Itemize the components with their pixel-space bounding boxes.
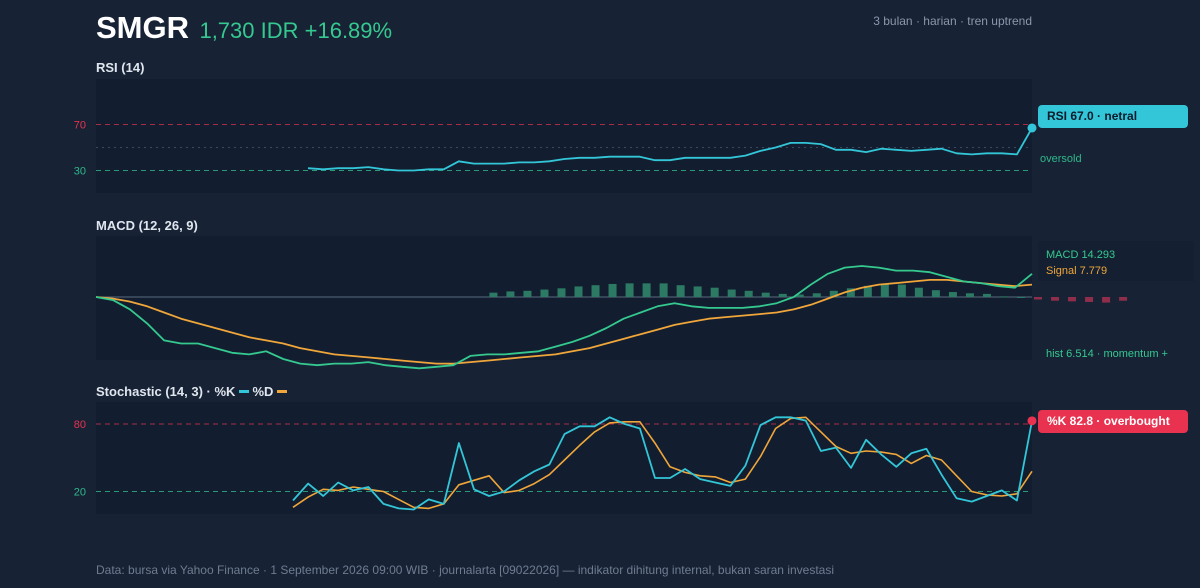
stoch-last-dot [1027,416,1037,426]
macd-panel-label: MACD (12, 26, 9) [96,218,198,233]
histogram-note: hist 6.514 · momentum + [1046,348,1168,360]
stoch-tick-label: 20 [74,487,86,499]
macd-histogram-bar [778,293,787,297]
macd-histogram-bar [676,285,685,297]
stoch-tick-label: 80 [74,419,86,431]
macd-histogram-bar [829,290,838,297]
macd-histogram-bar [880,283,889,297]
macd-histogram-bar [506,291,515,297]
macd-line [95,265,1033,370]
stoch-panel-bg [96,402,1032,514]
macd-signal-line [95,278,1033,365]
macd-histogram-bar [982,293,991,297]
oversold-label: oversold [1040,153,1082,165]
macd-histogram-bar [812,293,821,297]
macd-histogram-bar [1034,297,1042,300]
macd-histogram-bar [1051,297,1060,301]
macd-histogram-bar [608,283,617,297]
macd-histogram-bar [523,290,532,297]
macd-histogram-bar [1068,297,1077,302]
rsi-value-tag: RSI 67.0 · netral [1038,105,1188,128]
macd-histogram-bar [931,290,940,297]
rsi-tick-label: 70 [74,120,86,132]
macd-histogram-bar [761,292,770,297]
rsi-last-dot [1027,123,1037,133]
macd-histogram-bar [863,285,872,297]
macd-histogram-bar [540,289,549,297]
macd-histogram-bar [1085,297,1094,302]
footer-source: Data: bursa via Yahoo Finance · 1 Septem… [96,563,834,577]
stoch-label-text: Stochastic (14, 3) · %K [96,384,236,399]
macd-histogram-bar [574,286,583,297]
macd-histogram-bar [965,293,974,297]
rsi-panel-bg [96,79,1032,193]
d-legend-swatch [277,390,288,394]
stoch-panel-label: Stochastic (14, 3) · %K %D [96,384,290,399]
signal-value: Signal 7.779 [1046,265,1108,277]
macd-histogram-bar [659,283,668,297]
rsi-tick-label: 30 [74,166,86,178]
chart-title: SMGR 1,730 IDR +16.89% [96,10,392,46]
macd-value: MACD 14.293 [1046,249,1116,261]
macd-histogram-bar [693,286,702,297]
macd-histogram-bar [625,283,634,297]
macd-histogram-bar [1102,297,1111,303]
macd-histogram-bar [710,287,719,297]
macd-histogram-bar [999,296,1008,298]
macd-histogram-bar [489,292,498,297]
chart-meta: 3 bulan · harian · tren uptrend [873,14,1032,28]
macd-histogram-bar [914,287,923,297]
d-legend-text: %D [252,384,274,399]
macd-histogram-bar [744,290,753,297]
macd-histogram-bar [1016,297,1025,298]
macd-histogram-bar [557,288,566,297]
macd-histogram-bar [642,283,651,297]
k-legend-swatch [239,390,250,394]
macd-histogram-bar [727,289,736,297]
ticker-symbol: SMGR [96,10,189,45]
stoch-k-tag: %K 82.8 · overbought [1038,410,1188,433]
stoch-k-line [292,416,1033,511]
macd-histogram-bar [795,294,804,297]
price-quote: 1,730 IDR +16.89% [199,18,393,43]
rsi-panel-label: RSI (14) [96,60,145,75]
macd-histogram-bar [948,292,957,297]
macd-panel-bg [96,236,1032,360]
macd-histogram-bar [591,285,600,297]
macd-histogram-bar [1119,297,1128,301]
macd-histogram-bar [897,284,906,297]
macd-histogram-bar [846,288,855,297]
rsi-line [307,127,1033,172]
macd-value-box: MACD 14.293 Signal 7.779 [1038,241,1194,281]
